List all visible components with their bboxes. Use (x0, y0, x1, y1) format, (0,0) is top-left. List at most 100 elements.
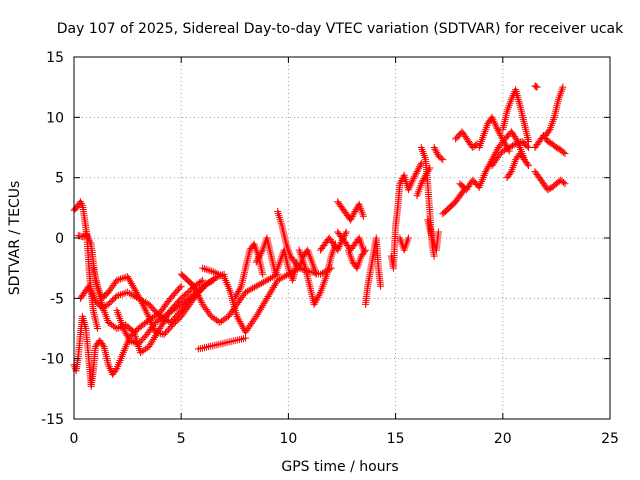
data-point (263, 294, 271, 302)
data-point (525, 137, 533, 145)
chart-title: Day 107 of 2025, Sidereal Day-to-day VTE… (57, 21, 624, 37)
data-point (204, 279, 212, 287)
data-point (496, 150, 504, 158)
data-point (439, 156, 447, 164)
data-point (433, 149, 441, 157)
data-point (500, 146, 508, 154)
x-tick-label: 10 (279, 431, 297, 447)
data-point (362, 246, 370, 254)
data-point (132, 288, 140, 296)
data-point (499, 147, 507, 155)
x-tick-label: 0 (70, 431, 79, 447)
data-point (523, 160, 531, 168)
data-point (199, 276, 207, 284)
data-point (417, 180, 425, 188)
data-point (430, 252, 438, 260)
data-point (512, 140, 520, 148)
data-point (347, 216, 355, 224)
data-point (194, 291, 202, 299)
data-point (263, 276, 271, 284)
data-point (199, 282, 207, 290)
data-point (113, 276, 121, 284)
data-point (268, 285, 276, 293)
data-point (87, 288, 95, 296)
data-point (133, 290, 141, 298)
data-point (559, 83, 567, 91)
data-point (118, 290, 126, 298)
data-point (493, 125, 501, 133)
data-point (147, 339, 155, 347)
data-point (115, 291, 123, 299)
data-point (157, 323, 165, 331)
data-point (513, 139, 521, 147)
data-point (202, 265, 210, 273)
data-point (560, 178, 568, 186)
data-point (525, 162, 533, 170)
data-point (504, 144, 512, 152)
data-point (351, 207, 359, 215)
x-tick-label: 25 (601, 431, 619, 447)
data-point (196, 295, 204, 303)
data-point (206, 278, 214, 286)
data-point (146, 341, 154, 349)
data-point (191, 284, 199, 292)
data-point (209, 268, 217, 276)
data-point (267, 287, 275, 295)
data-point (206, 267, 214, 275)
data-point (134, 340, 142, 348)
data-point (193, 288, 201, 296)
data-point (498, 135, 506, 143)
data-point (507, 143, 515, 151)
data-point (262, 296, 270, 304)
data-point (501, 140, 509, 148)
data-point (150, 320, 158, 328)
data-point (255, 307, 263, 315)
data-point (78, 200, 86, 208)
data-point (523, 142, 531, 150)
data-point (261, 277, 269, 285)
data-point (164, 326, 172, 334)
data-point (166, 324, 174, 332)
data-point (259, 270, 267, 278)
data-point (217, 271, 225, 279)
data-point (268, 273, 276, 281)
data-point (190, 282, 198, 290)
data-point (197, 297, 205, 305)
data-point (130, 285, 138, 293)
data-point (552, 144, 560, 151)
y-tick-label: -10 (41, 352, 64, 368)
data-point (415, 164, 423, 172)
data-point (131, 287, 139, 295)
axis-ticks: 0 5 10 15 20 25 -15 -10 -5 0 5 10 15 (41, 50, 619, 447)
data-point (275, 275, 283, 283)
data-point (348, 213, 356, 221)
data-point (397, 178, 405, 186)
x-axis-label: GPS time / hours (281, 459, 398, 475)
data-point (410, 173, 418, 181)
data-point (242, 288, 250, 296)
data-point (199, 264, 207, 272)
y-axis-label: SDTVAR / TECUs (7, 181, 23, 296)
data-point (126, 337, 134, 345)
data-point (342, 228, 350, 236)
data-point (347, 214, 355, 222)
data-point (495, 152, 503, 160)
data-point (116, 291, 124, 299)
data-point (274, 276, 282, 284)
data-point (412, 169, 420, 177)
data-point (318, 269, 326, 277)
data-point (99, 341, 107, 349)
data-point (145, 343, 153, 351)
data-point (253, 311, 261, 319)
data-point (127, 280, 135, 288)
data-point (125, 274, 133, 282)
data-point (243, 287, 251, 295)
data-point (430, 144, 438, 151)
data-point (211, 269, 219, 277)
data-point (120, 274, 128, 282)
y-tick-label: -5 (50, 291, 64, 307)
data-point (89, 291, 97, 299)
data-point (177, 282, 185, 290)
data-point (206, 311, 214, 319)
data-point (249, 284, 257, 292)
